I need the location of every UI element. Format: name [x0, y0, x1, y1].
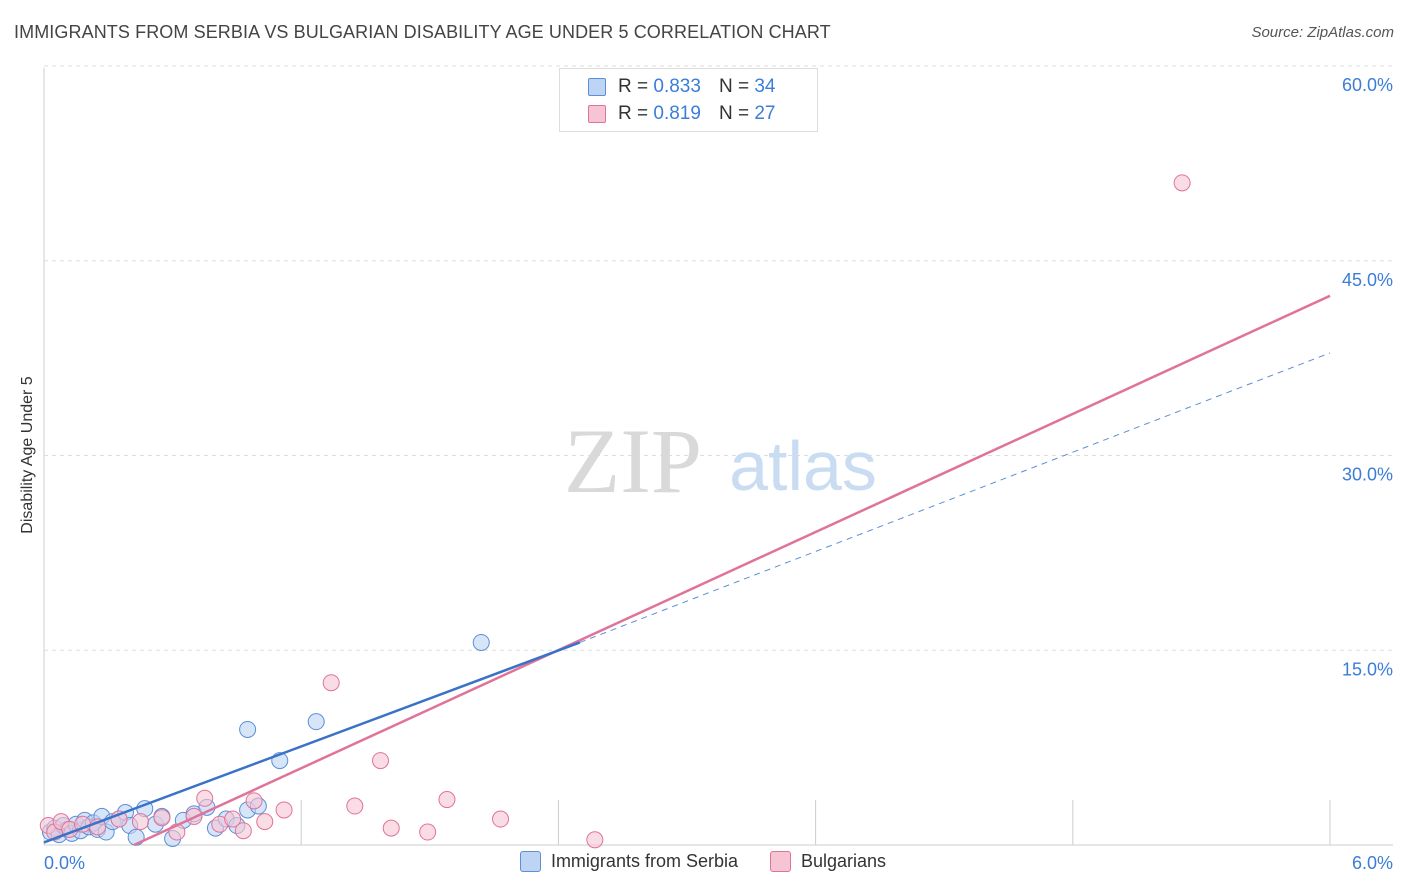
serbia-point [239, 720, 257, 738]
watermark-atlas: atlas [729, 427, 877, 505]
bulgarians-point [275, 801, 293, 819]
serbia-trend-extension [579, 352, 1331, 643]
y-tick-labels: 15.0% 30.0% 45.0% 60.0% [1342, 75, 1393, 679]
n-value-serbia: 34 [754, 76, 776, 97]
legend-swatch-serbia [519, 851, 541, 872]
y-tick-label-45: 45.0% [1342, 270, 1393, 290]
bulgarians-point [1173, 174, 1191, 192]
bulgarians-point [256, 813, 274, 831]
swatch-serbia [588, 78, 606, 96]
legend-label-serbia: Immigrants from Serbia [550, 851, 738, 871]
bulgarians-point [492, 810, 510, 828]
legend-label-bulgarians: Bulgarians [801, 851, 887, 871]
bulgarians-point [346, 797, 364, 815]
series-legend: Immigrants from Serbia Bulgarians [0, 851, 1406, 872]
grid-lines [43, 65, 1393, 846]
r-label-serbia: R = [618, 76, 649, 97]
series-bulgarians-points [39, 174, 1191, 849]
y-tick-label-15: 15.0% [1342, 659, 1393, 679]
stats-row-bulgarians: R = 0.819 N = 27 [588, 102, 775, 126]
y-axis-title: Disability Age Under 5 [19, 376, 36, 534]
x-tick-marks [300, 800, 1331, 845]
swatch-bulgarians [588, 105, 606, 123]
legend-swatch-bulgarians [770, 851, 791, 872]
bulgarians-point [438, 791, 456, 809]
bulgarians-point [131, 813, 149, 831]
bulgarians-point [245, 792, 263, 810]
y-tick-label-60: 60.0% [1342, 75, 1393, 95]
watermark: ZIP atlas [564, 410, 877, 512]
serbia-point [472, 633, 490, 651]
bulgarians-point [382, 819, 400, 837]
bulgarians-point [224, 810, 242, 828]
watermark-zip: ZIP [564, 410, 702, 512]
bulgarians-point [586, 831, 604, 849]
r-value-serbia: 0.833 [653, 76, 701, 97]
n-label-bulgarians: N = [718, 103, 750, 124]
bulgarians-point [153, 809, 171, 827]
bulgarians-point [419, 823, 437, 841]
legend-item-bulgarians: Bulgarians [770, 851, 886, 872]
bulgarians-point [372, 752, 390, 770]
trend-lines [43, 294, 1331, 847]
source-note: Source: ZipAtlas.com [1251, 24, 1394, 41]
stats-row-serbia: R = 0.833 N = 34 [588, 75, 775, 99]
y-tick-label-30: 30.0% [1342, 465, 1393, 485]
r-value-bulgarians: 0.819 [653, 103, 701, 124]
legend-item-serbia: Immigrants from Serbia [519, 851, 738, 872]
bulgarians-point [234, 822, 252, 840]
x-tick-label-min: 0.0% [44, 853, 85, 873]
bulgarians-trend-line [133, 294, 1331, 847]
r-label-bulgarians: R = [618, 103, 649, 124]
stats-legend: R = 0.833 N = 34 R = 0.819 N = 27 [559, 68, 818, 132]
serbia-trend-line [43, 641, 581, 844]
x-tick-label-max: 6.0% [1352, 853, 1393, 873]
bulgarians-point [196, 789, 214, 807]
bulgarians-point [322, 674, 340, 692]
n-value-bulgarians: 27 [754, 103, 776, 124]
chart-title: IMMIGRANTS FROM SERBIA VS BULGARIAN DISA… [14, 22, 831, 42]
n-label-serbia: N = [718, 76, 750, 97]
serbia-point [307, 713, 325, 731]
